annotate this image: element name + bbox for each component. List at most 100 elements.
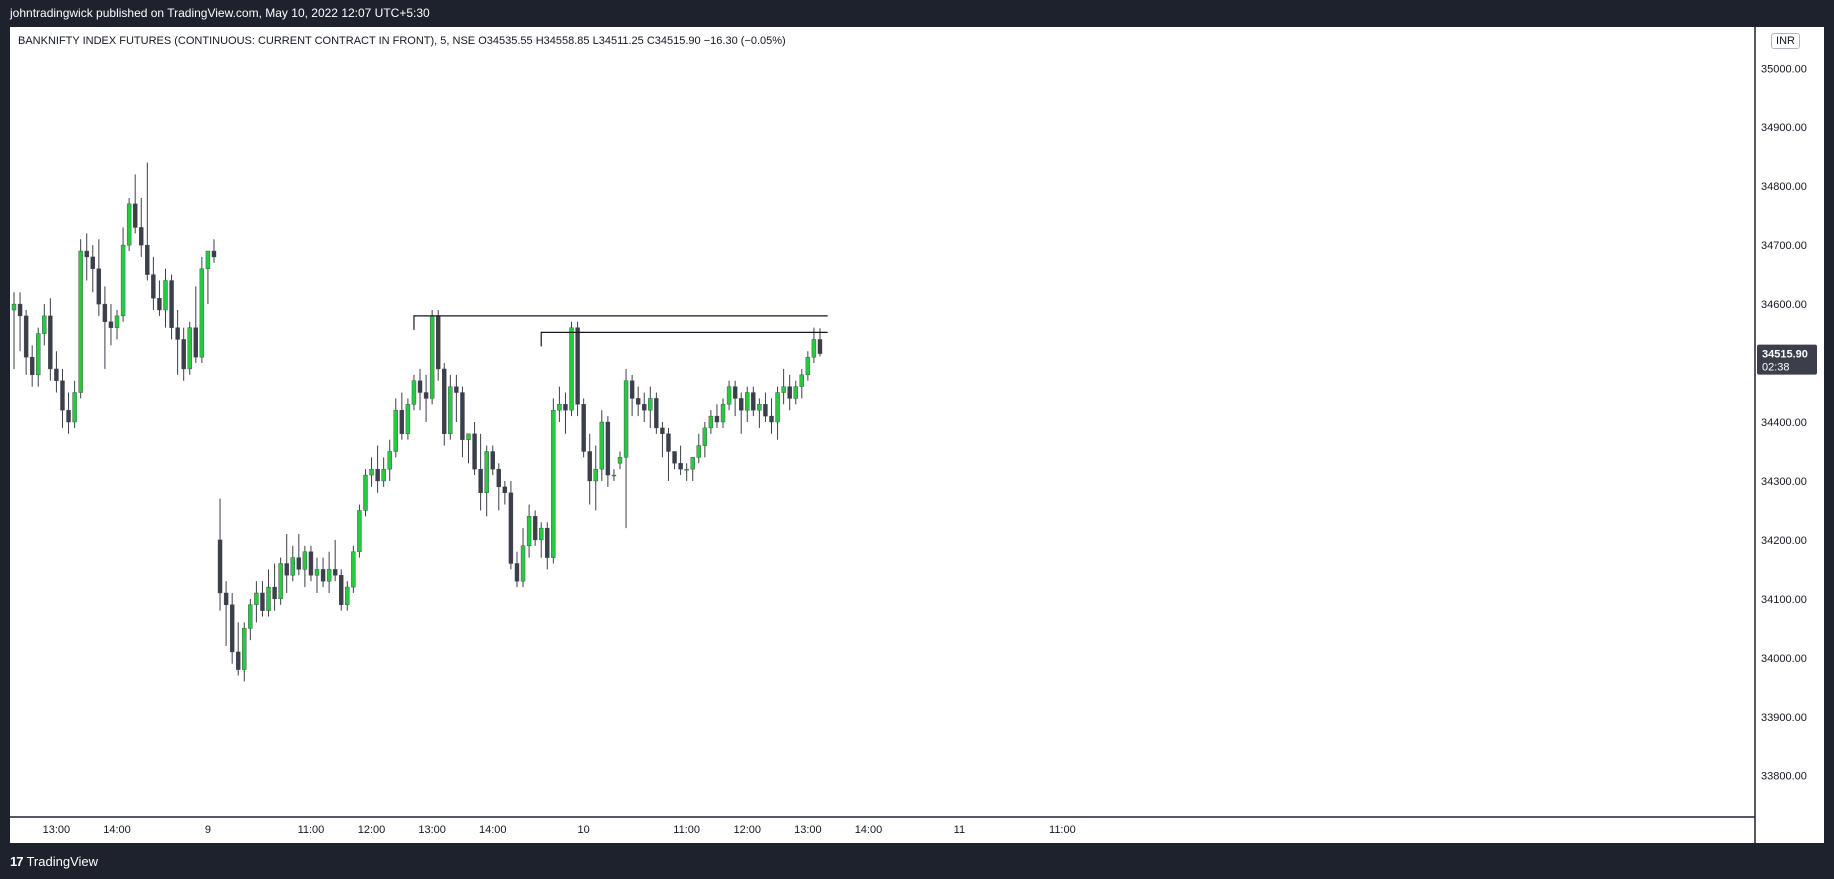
candle-body-up xyxy=(290,557,295,576)
candle-body-down xyxy=(339,575,344,605)
candle-body-up xyxy=(187,327,192,370)
candle-body-up xyxy=(617,457,623,464)
candle-body-down xyxy=(417,380,423,393)
candle-body-down xyxy=(296,557,302,570)
candle-body-down xyxy=(320,569,326,582)
price-axis: 35000.00 34900.00 34800.00 34700.00 34600.00… xyxy=(1761,63,1807,782)
candle-body-down xyxy=(769,415,774,423)
candle-body-down xyxy=(460,392,465,440)
candle-body-up xyxy=(351,551,356,588)
currency-button[interactable]: INR xyxy=(1771,33,1800,49)
time-tick-label: 13:00 xyxy=(43,824,71,836)
candle-body-up xyxy=(357,510,362,552)
candle-body-up xyxy=(248,604,253,629)
candle-body-down xyxy=(181,339,186,370)
candle-body-down xyxy=(29,356,35,376)
candle-body-up xyxy=(526,516,532,547)
time-tick-label: 12:00 xyxy=(358,824,386,836)
candle-body-up xyxy=(345,586,350,605)
candle-body-down xyxy=(454,386,459,393)
candle-body-down xyxy=(175,327,180,340)
candle-body-down xyxy=(660,427,665,434)
candle-body-up xyxy=(278,563,283,600)
attribution-text: johntradingwick published on TradingView… xyxy=(10,6,430,20)
candle-body-up xyxy=(163,280,168,311)
price-tick-label: 35000.00 xyxy=(1761,63,1807,75)
candle-body-down xyxy=(399,410,405,434)
candle-body-up xyxy=(405,404,411,434)
candle-body-up xyxy=(429,315,435,399)
candle-body-down xyxy=(229,604,235,653)
candle-body-down xyxy=(678,463,683,470)
candle-body-down xyxy=(375,468,380,482)
footer-bar: 17 TradingView xyxy=(0,843,1834,879)
horizontal-lines-group xyxy=(413,315,828,347)
candle-body-up xyxy=(708,415,714,429)
candle-body-up xyxy=(78,250,83,393)
bar-countdown: 02:38 xyxy=(1762,362,1790,374)
candle-body-up xyxy=(36,333,41,376)
candle-body-up xyxy=(448,386,453,434)
candle-body-up xyxy=(648,398,653,411)
candle-body-down xyxy=(260,592,265,611)
candle-body-up xyxy=(72,392,77,423)
candle-body-down xyxy=(654,398,659,429)
time-tick-label: 11:00 xyxy=(1049,824,1076,836)
candle-body-down xyxy=(223,592,229,605)
candle-body-down xyxy=(714,415,720,423)
price-tick-label: 34600.00 xyxy=(1761,299,1807,311)
candle-body-up xyxy=(623,380,629,458)
price-tick-label: 34100.00 xyxy=(1761,594,1807,606)
candle-body-up xyxy=(466,433,471,440)
candle-body-up xyxy=(551,410,556,558)
price-tick-label: 34400.00 xyxy=(1761,417,1807,429)
candle-body-down xyxy=(157,297,162,311)
candle-body-up xyxy=(314,569,320,576)
candles-group xyxy=(11,162,823,682)
time-tick-label: 14:00 xyxy=(855,824,883,836)
candle-body-up xyxy=(120,244,126,317)
candle-body-down xyxy=(66,410,71,423)
candle-body-up xyxy=(720,404,726,423)
attribution-bar: johntradingwick published on TradingView… xyxy=(0,0,1834,27)
candle-body-down xyxy=(102,303,108,322)
candle-body-down xyxy=(545,527,550,558)
candle-body-up xyxy=(363,474,368,511)
last-price-value: 34515.90 xyxy=(1762,349,1808,361)
candle-body-down xyxy=(96,268,102,305)
candle-body-up xyxy=(484,451,489,493)
candle-body-down xyxy=(635,398,641,405)
candle-body-up xyxy=(696,445,701,458)
candle-body-up xyxy=(114,315,120,328)
candle-body-up xyxy=(593,468,598,482)
candle-body-up xyxy=(393,410,398,452)
time-tick-label: 11 xyxy=(954,824,965,836)
legend-close: C34515.90 xyxy=(646,35,701,47)
candle-body-up xyxy=(266,586,271,611)
candle-body-down xyxy=(272,586,277,600)
candle-body-up xyxy=(42,315,47,334)
candle-body-down xyxy=(193,327,199,358)
last-price-badge-bg xyxy=(1757,344,1817,375)
price-tick-label: 34000.00 xyxy=(1761,653,1807,665)
candle-body-down xyxy=(587,451,592,482)
candle-body-down xyxy=(581,404,586,452)
candle-body-up xyxy=(781,386,786,393)
candle-body-down xyxy=(642,404,647,411)
time-tick-label: 14:00 xyxy=(479,824,507,836)
candlestick-chart[interactable]: 35000.00 34900.00 34800.00 34700.00 34600.00… xyxy=(10,27,1824,843)
candle-body-down xyxy=(575,327,580,405)
candle-body-down xyxy=(23,315,29,358)
candle-body-down xyxy=(629,380,635,399)
candle-body-up xyxy=(199,268,205,358)
candle-body-down xyxy=(817,339,823,354)
candle-body-up xyxy=(126,203,132,246)
candle-body-down xyxy=(139,227,144,246)
candle-body-down xyxy=(478,468,483,493)
time-tick-label: 12:00 xyxy=(733,824,761,836)
time-tick-label: 10 xyxy=(578,824,590,836)
candle-body-down xyxy=(132,203,138,228)
candle-body-down xyxy=(54,368,59,381)
chart-frame[interactable]: 35000.00 34900.00 34800.00 34700.00 34600.00… xyxy=(10,27,1824,843)
candle-body-up xyxy=(302,551,308,570)
